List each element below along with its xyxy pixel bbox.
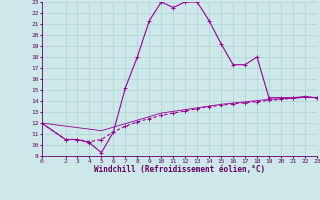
X-axis label: Windchill (Refroidissement éolien,°C): Windchill (Refroidissement éolien,°C): [94, 165, 265, 174]
